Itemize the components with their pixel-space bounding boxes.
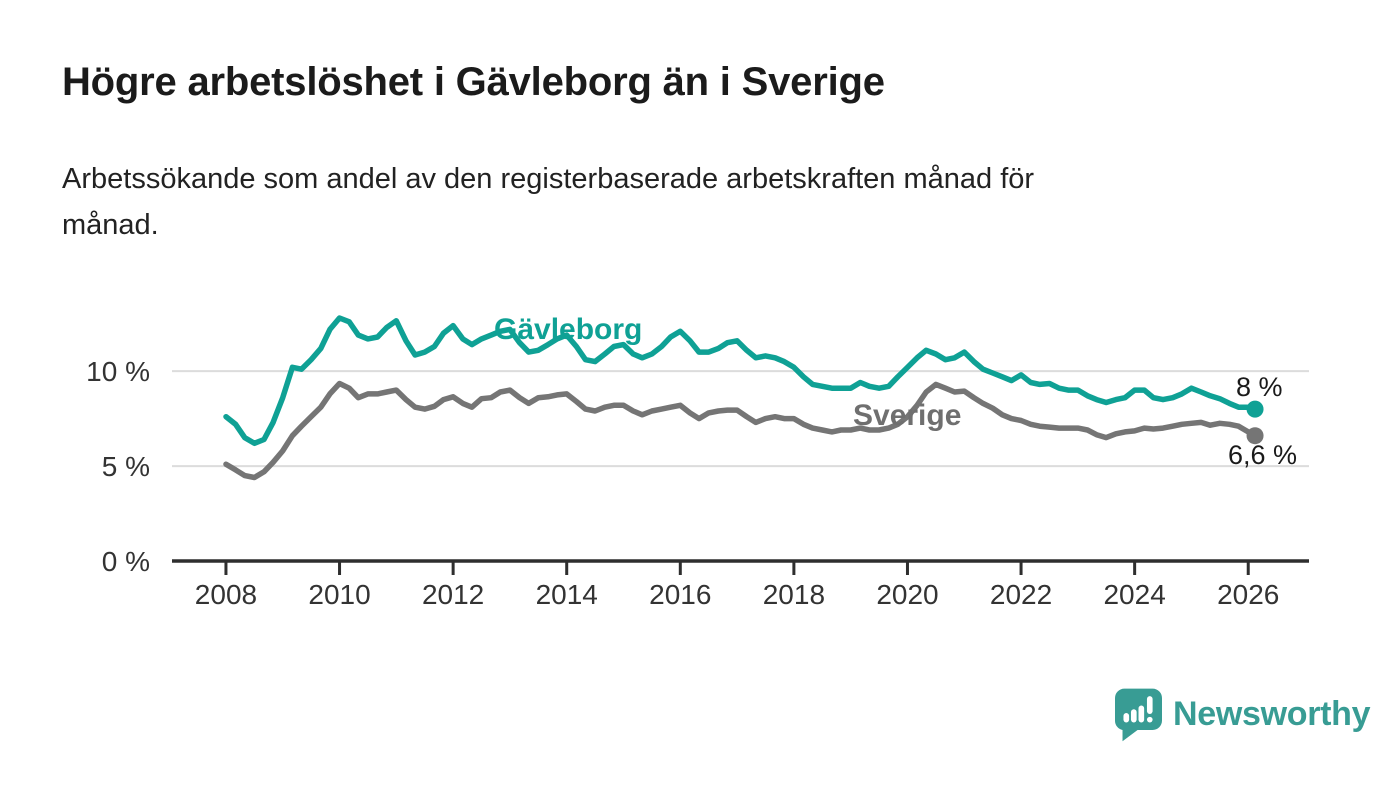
x-tick-label: 2024 (1103, 579, 1165, 610)
end-value-label-sverige: 6,6 % (1228, 440, 1298, 470)
x-tick-label: 2026 (1217, 579, 1279, 610)
newsworthy-logo-icon (1115, 688, 1162, 742)
logo-bar-medium (1130, 709, 1137, 723)
x-tick-label: 2012 (422, 579, 484, 610)
series-label-sverige: Sverige (853, 399, 962, 432)
end-dot-sverige (1246, 427, 1264, 445)
chart-subtitle: Arbetssökande som andel av den registerb… (62, 156, 1262, 248)
series-label-gavleborg: Gävleborg (494, 313, 643, 346)
end-value-label-gavleborg: 8 % (1236, 372, 1283, 402)
y-tick-label: 10 % (86, 356, 150, 387)
x-tick-label: 2008 (195, 579, 257, 610)
line-sverige (223, 380, 1258, 481)
logo-bar-small (1123, 713, 1130, 723)
x-tick-label: 2014 (536, 579, 598, 610)
y-tick-label: 5 % (102, 451, 150, 482)
subtitle-line-2: månad. (62, 209, 159, 241)
y-tick-label: 0 % (102, 546, 150, 577)
logo-bar-tall (1138, 705, 1145, 723)
logo-exclamation-bar (1146, 696, 1153, 714)
x-tick-label: 2016 (649, 579, 711, 610)
logo-exclamation-dot (1146, 716, 1153, 723)
x-tick-label: 2018 (763, 579, 825, 610)
newsworthy-brand: Newsworthy (1115, 686, 1371, 742)
subtitle-line-1: Arbetssökande som andel av den registerb… (62, 163, 1035, 195)
x-tick-label: 2010 (308, 579, 370, 610)
x-tick-label: 2022 (990, 579, 1052, 610)
line-gävleborg (223, 315, 1258, 447)
brand-name: Newsworthy (1173, 694, 1371, 733)
page-title: Högre arbetslöshet i Gävleborg än i Sver… (62, 60, 885, 104)
x-tick-label: 2020 (876, 579, 938, 610)
end-dot-gävleborg (1246, 400, 1264, 418)
